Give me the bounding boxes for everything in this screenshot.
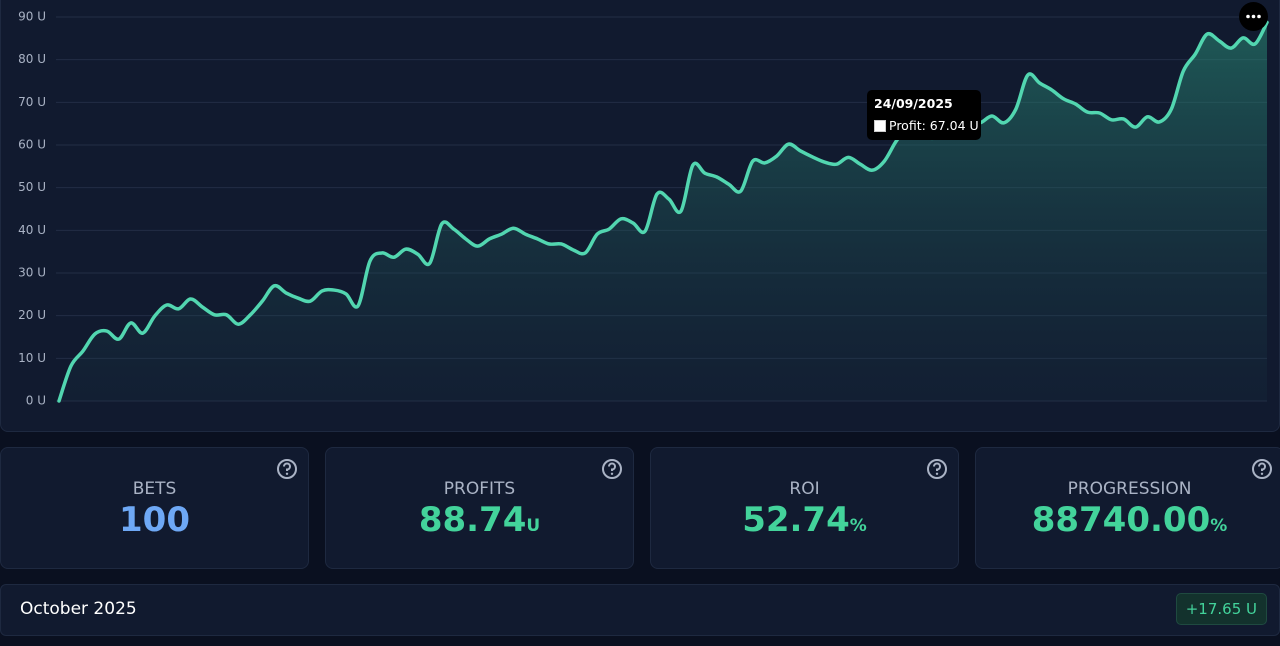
y-tick-label: 70 U: [18, 95, 46, 109]
more-button[interactable]: [1239, 2, 1268, 31]
stat-title: PROGRESSION: [1067, 479, 1192, 499]
tooltip-text: Profit: 67.04 U: [889, 118, 979, 133]
y-tick-label: 60 U: [18, 138, 46, 152]
stat-number: 88740.00: [1031, 500, 1211, 540]
help-icon[interactable]: [276, 458, 298, 480]
stat-title: PROFITS: [443, 479, 516, 499]
stat-card: ROI 52.74%: [650, 447, 959, 569]
month-row[interactable]: October 2025 +17.65 U: [0, 584, 1280, 636]
stat-value: 88.74U: [326, 500, 633, 540]
stat-unit: %: [849, 516, 867, 536]
tooltip-swatch: [874, 120, 886, 132]
y-tick-label: 80 U: [18, 52, 46, 66]
chart: 0 U 10 U 20 U 30 U 40 U 50 U 60 U 70 U 80 U 90 U: [18, 10, 1269, 408]
area: [59, 22, 1267, 401]
y-tick-label: 0 U: [26, 394, 46, 408]
stat-card: PROGRESSION 88740.00%: [975, 447, 1280, 569]
y-tick-label: 40 U: [18, 223, 46, 237]
stat-number: 88.74: [418, 500, 527, 540]
chart-panel: 0 U 10 U 20 U 30 U 40 U 50 U 60 U 70 U 80 U 90 U: [0, 0, 1280, 432]
tooltip: 24/09/2025 Profit: 67.04 U: [867, 90, 981, 140]
stat-unit: U: [526, 516, 541, 536]
stat-title: ROI: [789, 479, 820, 499]
tooltip-date: 24/09/2025: [874, 96, 953, 111]
y-tick-label: 20 U: [18, 308, 46, 322]
stat-card: BETS 100: [0, 447, 309, 569]
help-icon[interactable]: [601, 458, 623, 480]
month-name: October 2025: [20, 599, 137, 619]
month-result: +17.65 U: [1175, 593, 1267, 625]
stat-title: BETS: [132, 479, 177, 499]
help-icon[interactable]: [926, 458, 948, 480]
stat-number: 52.74: [742, 500, 850, 540]
y-tick-label: 90 U: [18, 10, 46, 24]
stat-number: 100: [119, 500, 190, 540]
more-icon: [1246, 14, 1261, 19]
stat-card: PROFITS 88.74U: [325, 447, 634, 569]
stat-unit: %: [1210, 516, 1228, 536]
stat-value: 52.74%: [651, 500, 958, 540]
y-tick-label: 30 U: [18, 266, 46, 280]
y-tick-label: 50 U: [18, 180, 46, 194]
line: [57, 20, 1269, 403]
stat-value: 88740.00%: [976, 500, 1280, 540]
stat-value: 100: [1, 500, 308, 540]
y-tick-label: 10 U: [18, 351, 46, 365]
help-icon[interactable]: [1251, 458, 1273, 480]
